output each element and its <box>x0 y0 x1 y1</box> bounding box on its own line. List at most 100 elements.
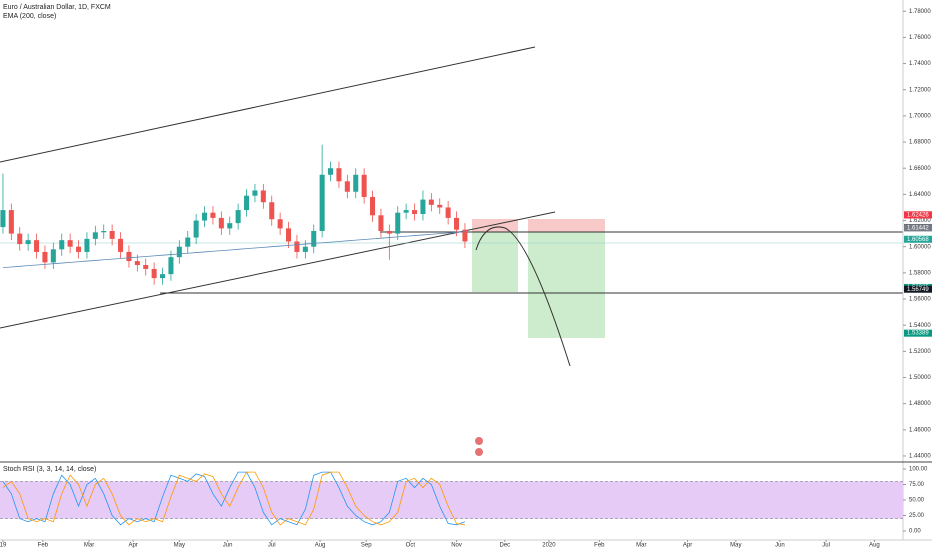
y-tick-label: 1.72000 <box>909 87 931 93</box>
y-tick-label: 1.44000 <box>909 454 931 460</box>
y-tick-label: 1.64000 <box>909 192 931 198</box>
x-tick-label: 19 <box>0 543 7 549</box>
stoch-line <box>2 471 465 526</box>
candle-body <box>151 268 157 279</box>
candle-body <box>328 168 334 175</box>
y-tick-label: 1.46000 <box>909 427 931 433</box>
candle-body <box>336 168 342 182</box>
candle-body <box>118 238 124 252</box>
price-label: 1.61442 <box>907 225 929 231</box>
stoch-line <box>2 471 466 526</box>
candle-body <box>294 241 300 252</box>
candle-body <box>227 223 233 229</box>
x-tick-label: Jul <box>268 543 276 549</box>
candle-body <box>428 199 434 205</box>
candle-body <box>420 199 426 214</box>
y-tick-label: 1.54000 <box>909 323 931 329</box>
candle-body <box>126 251 132 262</box>
x-tick-label: Feb <box>594 543 605 549</box>
candle-body <box>311 231 317 247</box>
y-tick-label: 1.66000 <box>909 166 931 172</box>
y-tick-label: 1.58000 <box>909 270 931 276</box>
candle-body <box>260 190 266 203</box>
x-tick-label: Nov <box>451 543 462 549</box>
indicator-title: EMA (200, close) <box>3 13 56 20</box>
candle-body <box>193 220 199 238</box>
candle-body <box>319 174 325 231</box>
price-label-bg <box>904 224 932 232</box>
y-tick-label: 1.78000 <box>909 9 931 15</box>
y-tick-label: 1.48000 <box>909 401 931 407</box>
price-label: 1.60568 <box>907 237 929 243</box>
candle-body <box>370 196 376 216</box>
price-label-bg <box>904 211 932 219</box>
candle-body <box>168 257 174 275</box>
x-tick-label: Jun <box>775 543 785 549</box>
candle-body <box>277 219 283 229</box>
channel-line <box>0 46 536 163</box>
event-icon[interactable] <box>475 448 483 456</box>
candle-body <box>445 207 451 218</box>
candle-body <box>395 212 401 234</box>
ema-line <box>2 231 465 269</box>
x-tick-label: Sep <box>361 543 372 549</box>
candle-body <box>437 204 443 208</box>
x-tick-label: Aug <box>869 543 880 549</box>
chart-title: Euro / Australian Dollar, 1D, FXCM <box>3 4 111 11</box>
price-label: 1.53389 <box>907 331 929 337</box>
y-tick-label: 75.00 <box>909 482 925 488</box>
candle-body <box>143 265 149 269</box>
y-tick-label: 0.00 <box>909 529 921 535</box>
x-tick-label: May <box>174 543 185 549</box>
candle-body <box>8 210 14 234</box>
candle-body <box>361 174 367 197</box>
y-tick-label: 1.60000 <box>909 244 931 250</box>
y-tick-label: 100.00 <box>909 467 928 473</box>
candle-body <box>344 181 350 192</box>
candle-body <box>353 174 359 192</box>
reward-zone <box>472 232 518 292</box>
candle-body <box>109 231 115 239</box>
x-tick-label: Apr <box>128 543 137 549</box>
y-tick-label: 25.00 <box>909 513 925 519</box>
x-tick-label: May <box>730 543 741 549</box>
candle-body <box>17 233 23 245</box>
x-tick-label: Apr <box>683 543 692 549</box>
candle-body <box>59 240 65 250</box>
candle-body <box>302 246 308 252</box>
risk-zone <box>528 219 605 232</box>
candle-body <box>210 212 216 218</box>
price-label-bg <box>904 329 932 337</box>
candle-body <box>92 232 98 239</box>
candle-body <box>34 240 40 252</box>
y-tick-label: 1.62000 <box>909 218 931 224</box>
candle-body <box>462 229 468 242</box>
y-tick-label: 1.68000 <box>909 140 931 146</box>
candle-body <box>235 210 241 224</box>
projection-curve <box>475 226 571 367</box>
reward-zone <box>528 232 605 338</box>
price-label-bg <box>904 235 932 243</box>
x-tick-label: Mar <box>84 543 94 549</box>
candle-body <box>378 215 384 231</box>
price-label: 1.62426 <box>907 213 929 219</box>
candle-body <box>84 238 90 252</box>
y-tick-label: 1.52000 <box>909 349 931 355</box>
candle-body <box>412 210 418 214</box>
candle-body <box>25 240 31 245</box>
y-tick-label: 1.56000 <box>909 297 931 303</box>
candle-body <box>269 202 275 220</box>
candle-body <box>0 210 6 228</box>
candle-body <box>101 231 107 233</box>
candle-body <box>454 217 460 230</box>
candle-body <box>244 195 250 211</box>
candle-body <box>218 217 224 229</box>
candle-body <box>386 231 392 234</box>
event-icon[interactable] <box>475 437 483 445</box>
x-tick-label: Dec <box>500 543 511 549</box>
x-tick-label: Oct <box>406 543 416 549</box>
x-tick-label: Jul <box>822 543 830 549</box>
y-tick-label: 50.00 <box>909 498 925 504</box>
candle-body <box>202 212 208 221</box>
